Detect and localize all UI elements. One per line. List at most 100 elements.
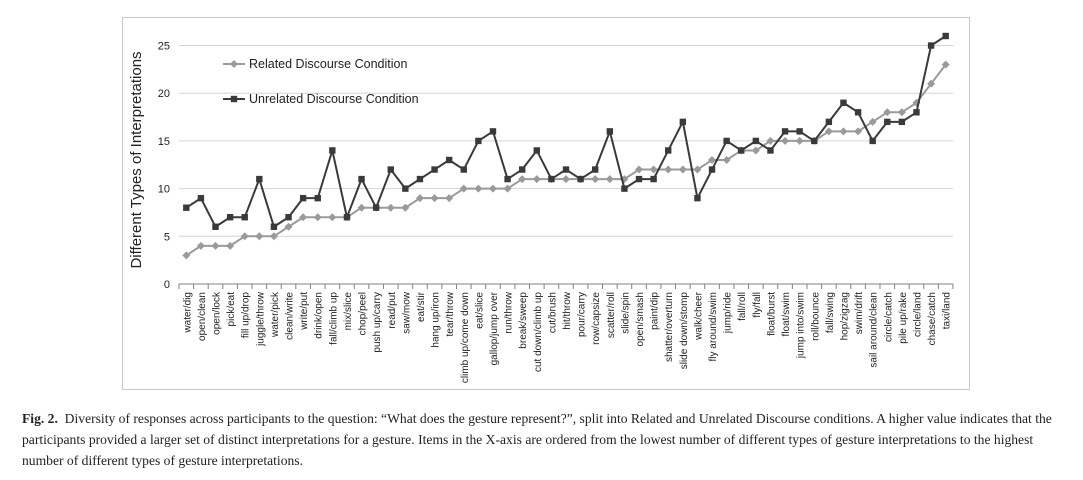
data-point xyxy=(839,127,848,136)
data-point xyxy=(591,175,600,184)
legend-label: Unrelated Discourse Condition xyxy=(249,92,419,106)
data-point xyxy=(592,166,599,173)
data-point xyxy=(313,213,322,222)
data-point xyxy=(533,147,540,154)
x-tick-label: hang up/iron xyxy=(431,292,442,348)
x-tick-label: pile up/rake xyxy=(898,292,909,344)
data-point xyxy=(577,175,584,183)
x-tick-label: chase/catch xyxy=(927,292,938,345)
x-tick-label: read/put xyxy=(387,292,398,329)
data-point xyxy=(781,136,790,145)
x-tick-label: saw/mow xyxy=(401,291,412,333)
x-tick-label: swim/drift xyxy=(854,292,865,334)
data-point xyxy=(854,109,862,116)
data-point xyxy=(605,175,614,184)
x-tick-label: slide/spin xyxy=(620,292,631,334)
data-point xyxy=(708,166,716,173)
x-tick-label: open/clean xyxy=(197,292,208,341)
y-tick-label: 15 xyxy=(158,136,170,148)
data-point xyxy=(766,136,775,145)
data-point xyxy=(284,222,293,231)
data-point xyxy=(722,156,731,164)
x-tick-label: drink/open xyxy=(314,292,325,339)
data-point xyxy=(562,175,570,184)
data-point xyxy=(372,204,380,211)
data-point xyxy=(358,175,365,183)
data-point xyxy=(621,185,628,192)
x-tick-label: mix/slice xyxy=(343,292,354,331)
data-point xyxy=(532,175,541,184)
data-point xyxy=(635,175,643,183)
data-point xyxy=(635,165,644,174)
data-point xyxy=(212,223,219,230)
data-point xyxy=(226,241,235,250)
x-tick-label: jump/ride xyxy=(723,292,734,335)
x-tick-label: juggle/throw xyxy=(255,291,266,347)
data-point xyxy=(489,128,497,135)
data-point xyxy=(343,214,351,221)
data-point xyxy=(402,185,409,192)
data-point xyxy=(460,166,467,173)
data-point xyxy=(942,32,949,40)
x-tick-label: roll/bounce xyxy=(810,292,821,341)
data-point xyxy=(752,137,760,145)
data-point xyxy=(386,203,395,212)
x-tick-label: walk/cheer xyxy=(693,291,704,340)
data-point xyxy=(518,166,526,173)
y-tick-label: 10 xyxy=(158,184,170,196)
data-point xyxy=(884,118,891,126)
x-tick-label: cut down/climb up xyxy=(533,292,544,372)
data-point xyxy=(548,175,555,183)
x-tick-label: fall/climb up xyxy=(328,292,339,345)
y-axis-label: Different Types of Interpretations xyxy=(128,51,145,268)
caption-label: Fig. 2. xyxy=(22,411,58,426)
data-point xyxy=(723,137,730,145)
x-tick-label: circle/land xyxy=(912,292,923,337)
y-tick-label: 20 xyxy=(158,88,170,100)
data-point xyxy=(824,127,833,136)
data-point xyxy=(869,137,876,145)
x-tick-label: hit/throw xyxy=(562,291,573,330)
data-point xyxy=(445,194,454,203)
x-tick-label: slide down/stomp xyxy=(679,292,690,370)
data-point xyxy=(474,184,483,193)
data-point xyxy=(269,232,278,241)
data-point xyxy=(182,251,191,260)
data-point xyxy=(781,128,789,135)
data-point xyxy=(678,165,687,174)
data-point xyxy=(488,184,497,193)
data-point xyxy=(270,223,278,230)
legend-marker xyxy=(230,95,238,103)
x-tick-label: chop/peel xyxy=(358,292,369,335)
x-tick-label: jump into/swim xyxy=(796,292,807,359)
data-point xyxy=(795,136,804,145)
x-tick-label: push up/carry xyxy=(372,292,383,353)
data-point xyxy=(738,147,745,154)
data-point xyxy=(445,156,453,164)
x-tick-label: gallop/jump over xyxy=(489,291,500,365)
data-point xyxy=(357,203,366,212)
data-point xyxy=(329,147,336,154)
data-point xyxy=(475,137,482,145)
data-point xyxy=(241,214,248,221)
x-tick-label: fall/roll xyxy=(737,292,748,321)
x-tick-label: shatter/overturn xyxy=(664,292,675,362)
x-tick-label: water/pick xyxy=(270,291,281,338)
data-point xyxy=(825,118,833,126)
x-tick-label: pour/carry xyxy=(577,292,588,337)
data-point xyxy=(415,194,424,203)
data-point xyxy=(196,241,205,250)
x-tick-label: cut/brush xyxy=(547,292,558,333)
data-point xyxy=(650,175,657,183)
x-tick-label: write/put xyxy=(299,292,310,331)
data-point xyxy=(459,184,468,193)
x-tick-label: sail around/clean xyxy=(869,292,880,368)
data-point xyxy=(328,213,337,222)
x-tick-label: fill up/drop xyxy=(241,292,252,339)
data-point xyxy=(649,165,658,174)
x-tick-label: circle/catch xyxy=(883,292,894,342)
data-point xyxy=(898,118,906,126)
data-point xyxy=(197,194,205,202)
x-tick-label: fly/fall xyxy=(752,292,763,318)
x-tick-label: float/swim xyxy=(781,292,792,336)
